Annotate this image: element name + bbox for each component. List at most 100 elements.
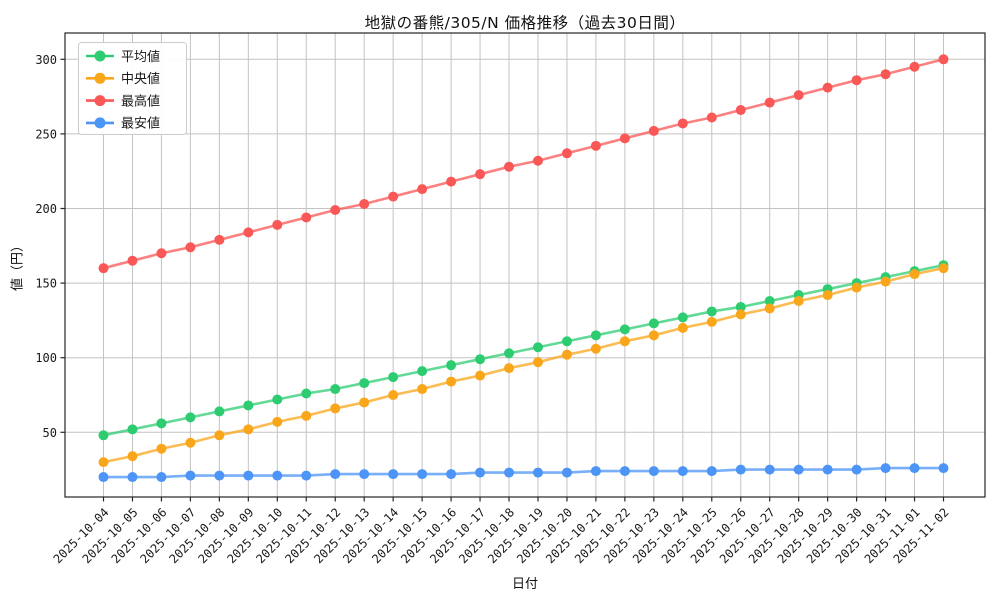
data-point: [909, 463, 920, 474]
data-point: [446, 360, 457, 371]
data-point: [561, 467, 572, 478]
data-point: [851, 464, 862, 475]
data-point: [793, 464, 804, 475]
chart-title: 地獄の番熊/305/N 価格推移（過去30日間）: [364, 14, 686, 32]
legend-label: 最高値: [121, 93, 160, 109]
data-point: [185, 412, 196, 423]
data-point: [185, 437, 196, 448]
data-point: [735, 105, 746, 116]
data-point: [388, 469, 399, 480]
y-tick-label: 250: [35, 127, 57, 141]
data-point: [938, 54, 949, 65]
data-point: [98, 457, 109, 468]
data-point: [388, 191, 399, 202]
data-point: [648, 125, 659, 136]
data-point: [214, 470, 225, 481]
data-point: [272, 394, 283, 405]
data-point: [301, 388, 312, 399]
data-point: [735, 301, 746, 312]
plot-border: [64, 32, 986, 498]
data-point: [417, 366, 428, 377]
data-point: [127, 451, 138, 462]
data-point: [156, 472, 167, 483]
data-point: [330, 403, 341, 414]
y-tick-label: 150: [35, 277, 57, 291]
data-point: [793, 296, 804, 307]
data-point: [475, 354, 486, 365]
data-point: [446, 376, 457, 387]
data-point: [446, 176, 457, 187]
x-axis-label: 日付: [511, 577, 538, 592]
legend-box: [78, 42, 187, 135]
data-point: [706, 306, 717, 317]
data-point: [475, 169, 486, 180]
data-point: [561, 148, 572, 159]
data-point: [417, 184, 428, 195]
data-point: [359, 199, 370, 210]
data-point: [880, 276, 891, 287]
legend-label: 平均値: [121, 49, 160, 65]
data-point: [590, 343, 601, 354]
data-point: [243, 400, 254, 411]
data-point: [561, 336, 572, 347]
data-point: [243, 470, 254, 481]
data-point: [880, 69, 891, 80]
data-point: [822, 82, 833, 93]
data-point: [504, 363, 515, 374]
data-point: [590, 140, 601, 151]
data-point: [532, 357, 543, 368]
data-point: [648, 466, 659, 477]
series-中央値: [98, 263, 949, 468]
legend-marker: [94, 117, 106, 129]
data-point: [822, 464, 833, 475]
data-point: [388, 390, 399, 400]
data-point: [214, 430, 225, 441]
data-point: [214, 406, 225, 417]
data-point: [127, 472, 138, 483]
data-point: [243, 424, 254, 435]
data-point: [359, 397, 370, 408]
data-point: [214, 234, 225, 245]
data-point: [561, 349, 572, 360]
data-point: [156, 418, 167, 429]
legend-item-最高値: 最高値: [86, 93, 160, 109]
data-point: [330, 384, 341, 395]
legend-marker: [94, 50, 106, 62]
data-point: [301, 470, 312, 481]
data-point: [301, 410, 312, 421]
series-最安値: [98, 463, 949, 483]
legend-marker: [94, 95, 106, 107]
y-tick-label: 100: [35, 351, 57, 365]
data-point: [532, 155, 543, 166]
data-point: [793, 90, 804, 101]
data-point: [764, 303, 775, 314]
plot-area: [65, 33, 985, 497]
data-point: [648, 330, 659, 341]
data-point: [590, 466, 601, 477]
data-point: [706, 316, 717, 327]
data-point: [706, 466, 717, 477]
data-point: [475, 370, 486, 381]
data-point: [706, 112, 717, 123]
data-point: [272, 416, 283, 427]
y-axis-label: 値（円）: [10, 238, 26, 292]
y-tick-label: 50: [43, 426, 57, 440]
data-point: [677, 312, 688, 323]
data-point: [822, 290, 833, 301]
legend-marker: [94, 72, 106, 84]
data-point: [98, 263, 109, 274]
data-point: [532, 467, 543, 478]
data-point: [504, 467, 515, 478]
data-point: [417, 384, 428, 395]
data-point: [185, 242, 196, 253]
y-tick-label: 200: [35, 202, 57, 216]
data-point: [156, 248, 167, 259]
data-point: [359, 378, 370, 389]
data-point: [475, 467, 486, 478]
data-point: [851, 75, 862, 86]
data-point: [272, 219, 283, 230]
data-point: [735, 309, 746, 320]
data-point: [504, 348, 515, 359]
